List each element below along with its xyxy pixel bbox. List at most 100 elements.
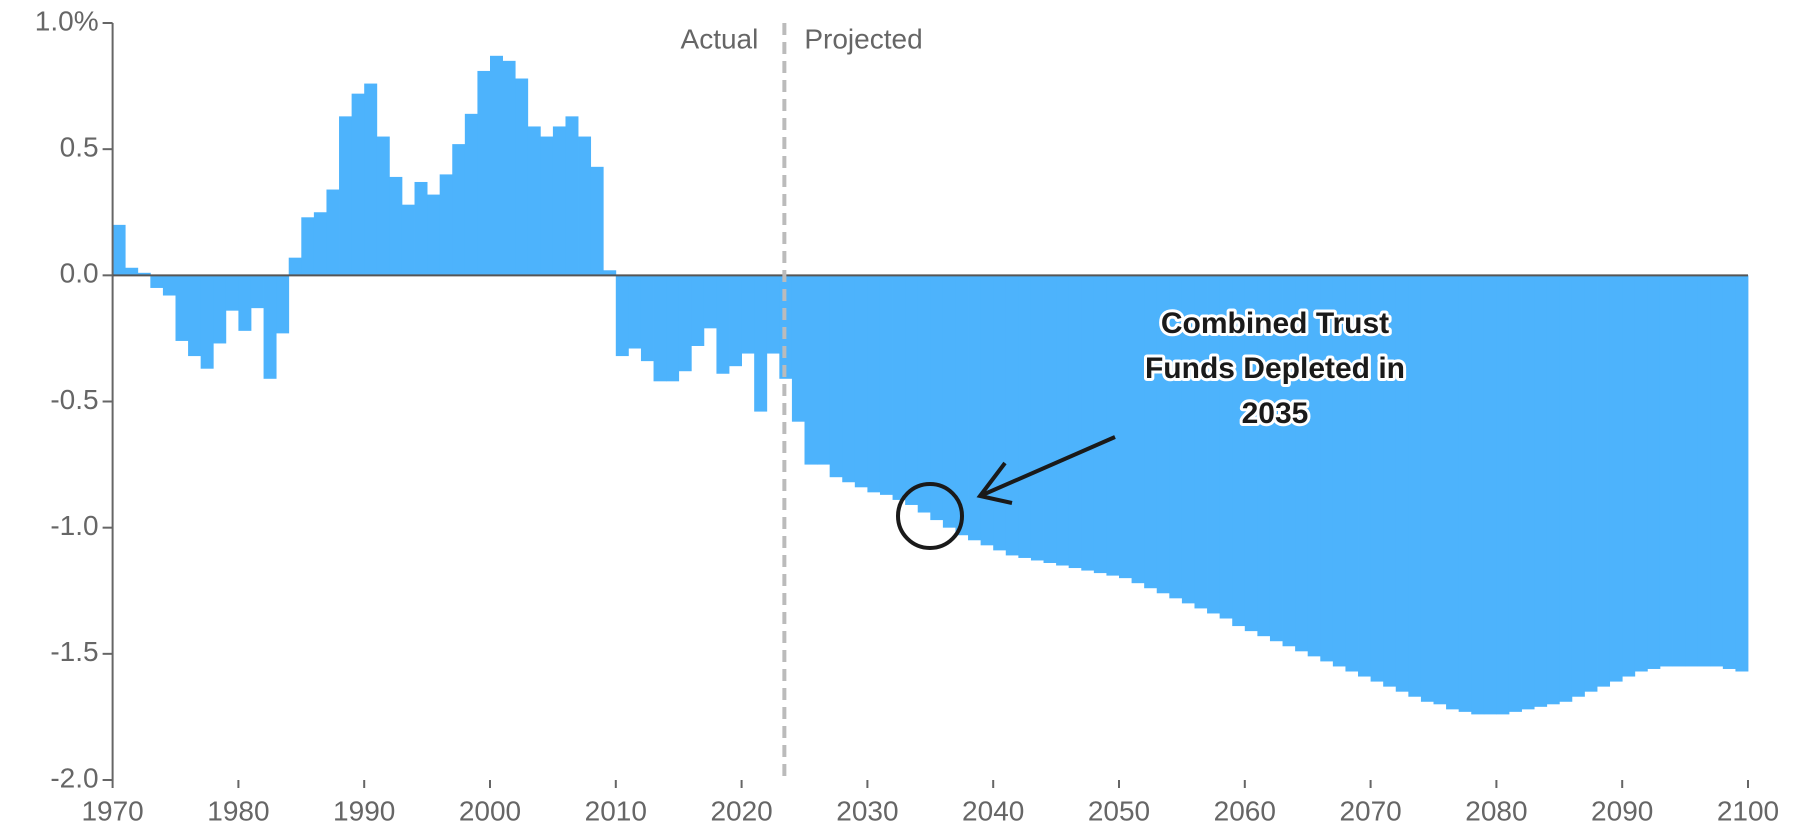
- bar: [1647, 275, 1661, 669]
- bar: [1081, 275, 1095, 571]
- y-tick-label: -2.0: [50, 762, 98, 793]
- bar: [1056, 275, 1070, 566]
- bar: [1659, 275, 1673, 667]
- bar: [1584, 275, 1598, 692]
- bar: [1043, 275, 1057, 563]
- bar: [313, 212, 327, 276]
- bar: [741, 275, 755, 354]
- bar: [301, 217, 315, 276]
- x-tick-label: 2020: [710, 795, 772, 826]
- annotation-arrow: [979, 435, 1116, 498]
- bar: [1609, 275, 1623, 682]
- bar: [1508, 275, 1522, 712]
- bar: [376, 136, 390, 276]
- bar: [288, 257, 302, 276]
- bar: [1408, 275, 1422, 697]
- bar: [1571, 275, 1585, 697]
- bar: [540, 136, 554, 276]
- x-tick-label: 2040: [962, 795, 1024, 826]
- annotation-text: Funds Depleted in: [1145, 352, 1405, 385]
- bar: [1471, 275, 1485, 715]
- annotation-text: 2035: [1242, 397, 1309, 430]
- bar: [1546, 275, 1560, 705]
- bar: [401, 204, 415, 276]
- bar: [137, 272, 151, 276]
- bar: [993, 275, 1007, 551]
- bar: [1458, 275, 1472, 712]
- bar: [213, 275, 227, 344]
- y-tick-label: 0.0: [60, 258, 99, 289]
- bar: [1672, 275, 1686, 667]
- bar: [578, 136, 592, 276]
- bar: [1169, 275, 1183, 599]
- bar: [703, 275, 717, 329]
- bar: [238, 275, 252, 331]
- bar: [1030, 275, 1044, 561]
- x-tick-label: 1980: [207, 795, 269, 826]
- bar: [666, 275, 680, 382]
- bar: [565, 116, 579, 276]
- bar: [1534, 275, 1548, 707]
- y-tick-label: 0.5: [60, 132, 99, 163]
- bar: [1332, 275, 1346, 667]
- bar: [1697, 275, 1711, 667]
- bar: [1219, 275, 1233, 619]
- bar: [263, 275, 277, 379]
- bar: [464, 113, 478, 276]
- bar: [1634, 275, 1648, 672]
- bar: [691, 275, 705, 346]
- bar: [942, 275, 956, 528]
- y-tick-label: -1.5: [50, 636, 98, 667]
- bar: [867, 275, 881, 493]
- bar: [1307, 275, 1321, 657]
- annotation-arrowhead: [976, 461, 1013, 505]
- bar: [200, 275, 214, 369]
- bar: [1710, 275, 1724, 667]
- bar: [729, 275, 742, 367]
- bar: [1685, 275, 1699, 667]
- bar: [1370, 275, 1384, 682]
- x-tick-label: 2030: [836, 795, 898, 826]
- bar: [678, 275, 692, 372]
- bar: [527, 126, 541, 276]
- bar: [1282, 275, 1296, 647]
- bar: [1420, 275, 1434, 702]
- bar: [188, 275, 202, 357]
- annotation-circle: [896, 482, 964, 550]
- bar: [1483, 275, 1497, 715]
- bar: [1358, 275, 1371, 677]
- actual-label: Actual: [681, 23, 759, 54]
- bar: [351, 93, 365, 276]
- bar: [1232, 275, 1246, 627]
- bar: [905, 275, 919, 505]
- bar: [1018, 275, 1032, 558]
- bar: [125, 267, 139, 276]
- bar: [640, 275, 654, 362]
- bar: [326, 189, 340, 276]
- bar: [477, 70, 491, 276]
- bar: [439, 174, 453, 276]
- bar: [854, 275, 868, 488]
- bar: [1345, 275, 1359, 672]
- bar: [1156, 275, 1170, 594]
- y-tick-label: -0.5: [50, 384, 98, 415]
- bar: [842, 275, 856, 483]
- bar: [955, 275, 969, 536]
- y-tick-label: -1.0: [50, 510, 98, 541]
- bar: [225, 275, 239, 311]
- projected-label: Projected: [804, 23, 922, 54]
- bar: [276, 275, 290, 334]
- bar: [1093, 275, 1107, 574]
- bar: [1244, 275, 1258, 632]
- bar: [791, 275, 805, 422]
- x-tick-label: 2100: [1717, 795, 1779, 826]
- bar: [1622, 275, 1636, 677]
- bar: [1722, 275, 1736, 669]
- bar: [502, 60, 516, 276]
- bar: [1383, 275, 1397, 687]
- bar: [590, 166, 604, 276]
- x-tick-label: 2000: [459, 795, 521, 826]
- bar: [1320, 275, 1334, 662]
- bar: [804, 275, 818, 465]
- bar: [1207, 275, 1221, 614]
